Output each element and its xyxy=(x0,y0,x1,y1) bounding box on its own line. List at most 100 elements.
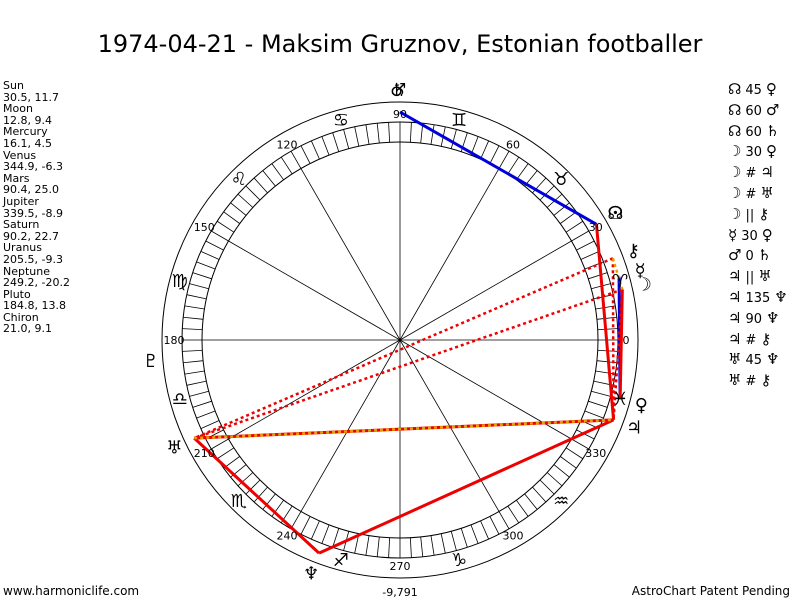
planet-name-sun: Sun xyxy=(3,79,24,92)
degree-tick xyxy=(365,535,370,556)
wheel-circle-0 xyxy=(161,101,639,579)
zodiac-sign-glyph: ♑ xyxy=(451,550,467,571)
degree-tick xyxy=(597,328,618,331)
aspect-line xyxy=(399,110,598,226)
aspect-planet-b: ♆ xyxy=(766,350,780,369)
aspect-angle: # xyxy=(745,374,757,390)
degree-labels: 0 30 60 90 120 150 180 210 240 270 300 330 xyxy=(164,108,630,573)
credit-text: AstroChart Patent Pending xyxy=(631,584,790,598)
planet-name-mars: Mars xyxy=(3,171,30,185)
aspect-line xyxy=(193,257,614,440)
aspect-angle: 60 xyxy=(745,103,762,119)
degree-tick xyxy=(588,400,608,408)
degree-tick xyxy=(216,447,235,460)
planet-coords-jupiter: 339.5, -8.9 xyxy=(3,206,63,220)
aspect-row: ☽ # ♅ xyxy=(728,184,788,205)
degree-tick xyxy=(470,524,479,544)
aspect-planet-a: ♅ xyxy=(728,350,742,369)
aspect-angle: 90 xyxy=(745,311,762,327)
aspect-planet-a: ♃ xyxy=(728,287,742,306)
degree-tick xyxy=(596,316,617,320)
node-glyph: ☊ xyxy=(607,203,623,224)
degree-tick xyxy=(516,163,529,181)
zodiac-sign-glyph: ♊ xyxy=(451,110,467,131)
aspect-angle: 30 xyxy=(745,145,762,161)
aspect-row: ♅ # ⚷ xyxy=(728,371,788,392)
degree-tick xyxy=(300,145,311,164)
aspect-row: ♅ 45 ♆ xyxy=(728,350,788,371)
degree-tick xyxy=(498,151,510,169)
aspect-table: ☊ 45 ♀ ☊ 60 ♂ ☊ 60 ♄ ☽ 30 ♀ ☽ # ♃ ☽ # ♅ ☽ || ⚷ ☿ 30 ♀ ♂ 0 ♄ ♃ || ♅ ♃ 13… xyxy=(728,80,788,392)
aspect-row: ♃ 135 ♆ xyxy=(728,288,788,309)
degree-tick xyxy=(591,390,611,397)
degree-tick xyxy=(310,140,320,160)
degree-label: 60 xyxy=(506,138,520,151)
zodiac-sign-glyphs: ♈ ♉ ♊ ♋ ♌ ♍ ♎ ♏ ♐ ♑ ♒ ♓ xyxy=(172,110,629,571)
aspect-planet-a: ♃ xyxy=(728,329,742,348)
aspect-angle: 0 xyxy=(745,249,754,265)
aspect-planet-a: ☽ xyxy=(728,183,742,202)
degree-tick xyxy=(211,438,229,450)
degree-tick xyxy=(565,447,584,460)
planet-glyph-jupiter: ♃ xyxy=(626,418,642,439)
zodiac-sign-glyph: ♒ xyxy=(553,491,569,512)
degree-tick xyxy=(230,202,247,216)
planet-coords-mars: 90.4, 25.0 xyxy=(3,183,59,197)
planet-coords-chiron: 21.0, 9.1 xyxy=(3,322,52,336)
aspect-angle: || xyxy=(745,270,755,286)
degree-tick xyxy=(430,535,435,556)
spoke-line xyxy=(399,168,500,341)
degree-tick xyxy=(182,349,203,352)
degree-tick xyxy=(409,537,412,558)
planet-glyph-uranus: ♅ xyxy=(166,438,182,459)
degree-tick xyxy=(516,499,529,517)
degree-tick xyxy=(489,516,500,535)
planet-coords-pluto: 184.8, 13.8 xyxy=(3,299,66,313)
degree-tick xyxy=(498,511,510,529)
degree-tick xyxy=(189,283,209,290)
aspect-planet-b: ⚷ xyxy=(760,371,772,390)
degree-tick xyxy=(321,136,330,156)
planet-name-uranus: Uranus xyxy=(3,241,42,255)
degree-tick xyxy=(271,499,284,517)
planet-glyph-mars: ♂ xyxy=(390,80,406,101)
aspect-planet-b: ♄ xyxy=(757,246,772,265)
degree-tick xyxy=(507,505,520,524)
degree-tick xyxy=(559,211,577,224)
degree-tick xyxy=(290,511,302,529)
degree-tick xyxy=(546,472,563,487)
zodiac-sign-glyph: ♎ xyxy=(172,389,188,410)
degree-tick xyxy=(571,230,589,242)
spoke-line xyxy=(399,240,572,341)
degree-tick xyxy=(332,528,340,548)
aspect-angle: # xyxy=(745,332,757,348)
website-link[interactable]: www.harmoniclife.com xyxy=(3,584,140,598)
planet-coords-mercury: 16.1, 4.5 xyxy=(3,136,52,150)
degree-tick xyxy=(420,536,424,557)
degree-tick xyxy=(539,479,555,495)
zodiac-sign-glyph: ♍ xyxy=(172,271,188,292)
aspect-angle: 135 xyxy=(745,290,771,306)
aspect-planet-b: ⚷ xyxy=(760,329,772,348)
degree-tick xyxy=(300,516,311,535)
aspect-angle: 45 xyxy=(745,353,762,369)
degree-tick xyxy=(539,185,555,201)
degree-tick xyxy=(430,124,435,145)
aspect-planet-b: ♆ xyxy=(774,287,788,306)
aspect-planet-b: ♀ xyxy=(761,225,773,244)
bottom-value-label: -9,791 xyxy=(382,586,417,599)
aspect-lines xyxy=(193,110,624,555)
degree-tick xyxy=(196,261,216,270)
degree-tick xyxy=(460,528,468,548)
degree-tick xyxy=(253,486,268,503)
aspect-angle: 60 xyxy=(745,124,762,140)
degree-label: 330 xyxy=(585,447,606,460)
planet-coords-saturn: 90.2, 22.7 xyxy=(3,229,59,243)
degree-tick xyxy=(253,177,268,194)
degree-tick xyxy=(245,185,261,201)
aspect-planet-b: ♅ xyxy=(758,267,772,286)
aspect-row: ☽ # ♃ xyxy=(728,163,788,184)
aspect-row: ♃ || ♅ xyxy=(728,267,788,288)
degree-tick xyxy=(310,520,320,540)
